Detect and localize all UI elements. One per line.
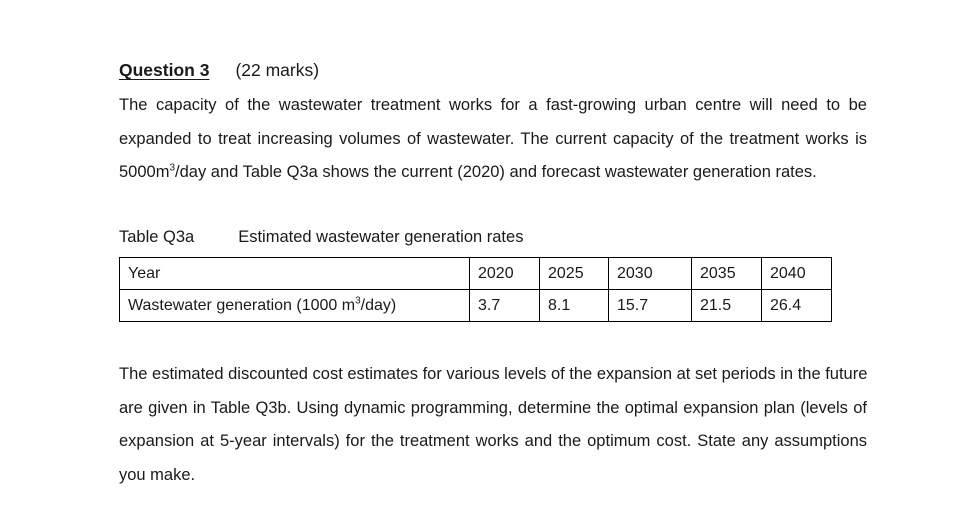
followup-line-1: The estimated discounted cost estimates …: [119, 365, 868, 383]
generation-label-pre: Wastewater generation (1000 m: [128, 296, 356, 314]
question-title: Question 3: [119, 60, 210, 80]
generation-label-post: /day): [360, 296, 397, 314]
year-cell: 2025: [539, 257, 609, 290]
intro-line-2: expanded to treat increasing volumes of …: [119, 129, 867, 148]
intro-line-3: 5000m3/day and Table Q3a shows the curre…: [119, 156, 867, 190]
year-cell: 2040: [761, 257, 832, 290]
table-caption: Table Q3a Estimated wastewater generation…: [119, 228, 523, 247]
followup-paragraph: The estimated discounted cost estimates …: [119, 358, 867, 492]
capacity-exponent: 3: [169, 162, 176, 174]
intro-paragraph: The capacity of the wastewater treatment…: [119, 89, 867, 190]
table-row-years: Year 2020 2025 2030 2035 2040: [119, 257, 832, 290]
table-row-generation: Wastewater generation (1000 m3/day) 3.7 …: [119, 289, 832, 322]
table-label: Table Q3a: [119, 228, 195, 246]
current-capacity: 5000m: [119, 163, 170, 181]
year-header-cell: Year: [119, 257, 470, 290]
followup-line-2: are given in Table Q3b. Using dynamic pr…: [119, 398, 867, 417]
generation-label-cell: Wastewater generation (1000 m3/day): [119, 289, 470, 322]
intro-line-3-rest: /day and Table Q3a shows the current (20…: [175, 163, 817, 181]
year-cell: 2030: [608, 257, 692, 290]
wastewater-generation-table: Year 2020 2025 2030 2035 2040 Wastewater…: [119, 257, 832, 322]
followup-line-4: you make.: [119, 465, 196, 484]
generation-value-cell: 15.7: [608, 289, 692, 322]
generation-value-cell: 3.7: [469, 289, 540, 322]
question-marks: (22 marks): [235, 60, 320, 80]
intro-line-1: The capacity of the wastewater treatment…: [119, 96, 867, 114]
followup-line-3: expansion at 5-year intervals) for the t…: [119, 432, 867, 450]
generation-label-exponent: 3: [355, 295, 361, 307]
year-cell: 2020: [469, 257, 540, 290]
generation-value-cell: 8.1: [539, 289, 609, 322]
generation-value-cell: 26.4: [761, 289, 832, 322]
question-heading: Question 3 (22 marks): [119, 60, 319, 81]
generation-value-cell: 21.5: [691, 289, 762, 322]
year-cell: 2035: [691, 257, 762, 290]
table-description: Estimated wastewater generation rates: [238, 228, 524, 246]
